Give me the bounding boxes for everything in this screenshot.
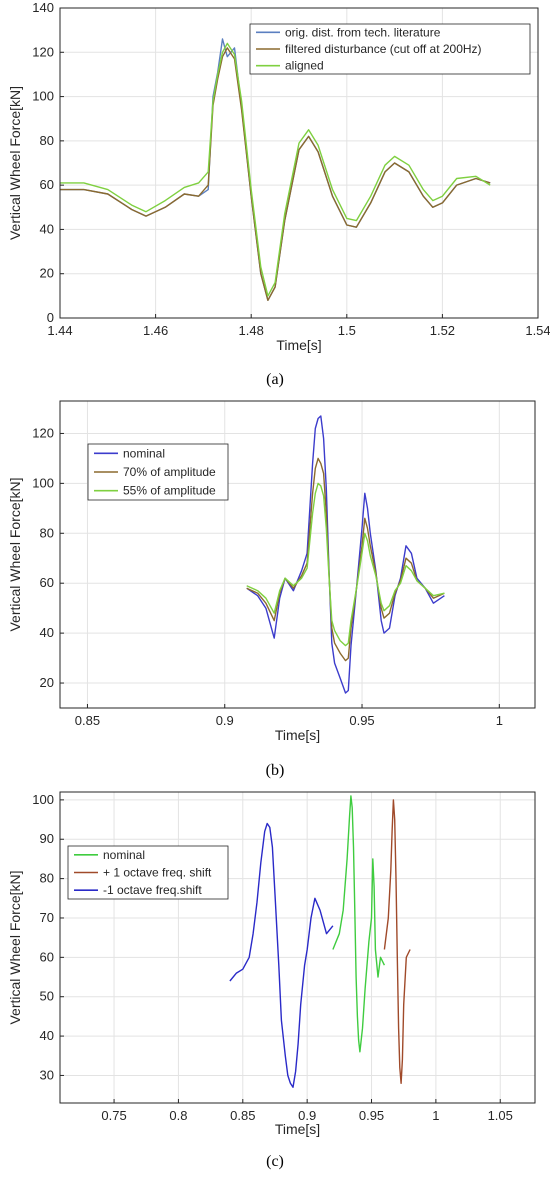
series-line-3 [60, 42, 491, 297]
y-tick-label: 80 [40, 525, 54, 540]
series-group [229, 795, 411, 1088]
y-tick-label: 120 [32, 44, 54, 59]
axes-box [59, 791, 536, 1104]
y-tick-label: 60 [40, 177, 54, 192]
y-tick-label: 90 [40, 831, 54, 846]
y-tick-label: 140 [32, 0, 54, 15]
x-tick-label: 0.85 [75, 713, 100, 728]
chart-a-svg: 1.44 1.46 1.48 1.5 1.52 1.54 0 20 40 60 80 100 120 14… [7, 0, 550, 388]
x-tick-label: 1.05 [488, 1108, 513, 1123]
legend-label-3: -1 octave freq.shift [103, 883, 202, 897]
y-axis-label: Vertical Wheel Force[kN] [7, 86, 23, 240]
legend-label-3: 55% of amplitude [123, 484, 216, 498]
x-tick-label: 0.95 [349, 713, 374, 728]
x-tick-label: 1 [496, 713, 503, 728]
y-tick-label: 120 [32, 425, 54, 440]
x-axis-label: Time[s] [275, 1121, 320, 1137]
legend-label-1: nominal [103, 848, 145, 862]
series-line-1 [332, 795, 386, 1053]
legend-label-1: nominal [123, 446, 165, 460]
legend-label-3: aligned [285, 59, 324, 73]
series-line-2 [60, 47, 491, 301]
y-tick-label: 50 [40, 989, 54, 1004]
x-tick-label: 0.8 [169, 1108, 187, 1123]
y-tick-label: 40 [40, 1028, 54, 1043]
y-tick-label: 100 [32, 89, 54, 104]
chart-c-svg: 0.75 0.8 0.85 0.9 0.95 1 1.05 30 40 50 60 70 80 90 100… [7, 791, 536, 1170]
legend-label-2: + 1 octave freq. shift [103, 866, 212, 880]
y-tick-label: 40 [40, 625, 54, 640]
y-tick-label: 40 [40, 221, 54, 236]
chart-panel-a: 1.44 1.46 1.48 1.5 1.52 1.54 0 20 40 60 80 100 120 14… [0, 0, 550, 395]
x-tick-label: 0.95 [359, 1108, 384, 1123]
y-tick-label: 100 [32, 792, 54, 807]
axes-box [59, 400, 536, 709]
y-tick-label: 60 [40, 575, 54, 590]
x-tick-label: 1.5 [338, 323, 356, 338]
y-tick-label: 60 [40, 949, 54, 964]
x-tick-label: 1.52 [430, 323, 455, 338]
series-group [60, 38, 491, 301]
chart-b-svg: 0.85 0.9 0.95 120406080100120Time[s]Vertica… [7, 400, 536, 779]
legend-label-2: 70% of amplitude [123, 465, 216, 479]
legend-box [249, 23, 531, 75]
y-tick-label: 100 [32, 475, 54, 490]
x-tick-label: 0.75 [101, 1108, 126, 1123]
y-tick-label: 30 [40, 1067, 54, 1082]
figure-caption: (b) [266, 762, 285, 779]
x-axis-label: Time[s] [275, 727, 320, 743]
x-tick-label: 1.46 [143, 323, 168, 338]
y-axis-label: Vertical Wheel Force[kN] [7, 870, 23, 1024]
series-group [246, 415, 445, 694]
legend-label-2: filtered disturbance (cut off at 200Hz) [285, 42, 482, 56]
x-tick-label: 0.9 [216, 713, 234, 728]
axes-box [59, 7, 539, 319]
y-tick-label: 80 [40, 871, 54, 886]
chart-panel-b: 0.85 0.9 0.95 1 20 40 60 80 100 120 Time[s] Vertica… [0, 395, 550, 790]
y-tick-label: 70 [40, 910, 54, 925]
x-tick-label: 0.85 [230, 1108, 255, 1123]
figure-caption: (c) [266, 1153, 284, 1170]
chart-panel-c: 0.75 0.8 0.85 0.9 0.95 1 1.05 30 40 50 60 70 80 90 100… [0, 790, 550, 1180]
x-tick-label: 1.44 [47, 323, 72, 338]
y-tick-label: 0 [47, 310, 54, 325]
x-axis-label: Time[s] [276, 337, 321, 353]
figure-caption: (a) [266, 371, 284, 388]
x-tick-label: 1.54 [525, 323, 550, 338]
series-line-3 [229, 822, 334, 1088]
y-axis-label: Vertical Wheel Force[kN] [7, 477, 23, 631]
y-tick-label: 80 [40, 133, 54, 148]
x-tick-label: 1.48 [239, 323, 264, 338]
y-tick-label: 20 [40, 675, 54, 690]
series-line-2 [383, 799, 411, 1084]
x-tick-label: 0.9 [298, 1108, 316, 1123]
y-tick-label: 20 [40, 266, 54, 281]
series-line-3 [246, 482, 445, 647]
x-tick-label: 1 [432, 1108, 439, 1123]
legend-label-1: orig. dist. from tech. literature [285, 25, 441, 39]
